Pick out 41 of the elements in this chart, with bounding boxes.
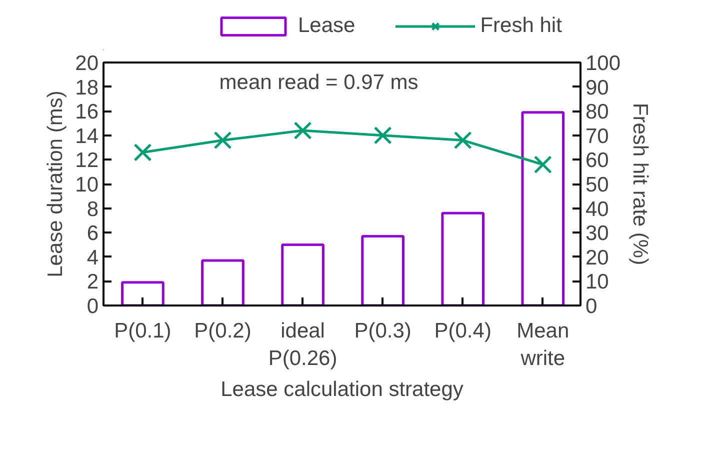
y2-tick-label: 90: [586, 76, 609, 100]
point: [374, 126, 392, 144]
point: [454, 131, 472, 150]
y2-tick-label: 20: [586, 246, 609, 270]
x-tick-label: ideal P(0.26): [268, 320, 338, 370]
point: [214, 131, 232, 150]
y-axis-title: Lease duration (ms): [44, 90, 68, 278]
y-tick-label: 6: [86, 222, 99, 246]
legend-label: Lease: [298, 14, 356, 38]
y-tick-label: 0: [86, 295, 99, 318]
x-tick-label: P(0.3): [354, 320, 412, 342]
point: [134, 143, 152, 162]
point: [534, 156, 552, 174]
y2-tick-label: 30: [586, 222, 609, 246]
legend-label: Fresh hit: [480, 14, 562, 38]
y2-tick-label: 60: [586, 149, 609, 172]
y-tick-label: 18: [75, 76, 98, 100]
x-tick-label: P(0.4): [434, 320, 492, 342]
y2-tick-label: 80: [586, 100, 609, 124]
point: [294, 122, 312, 140]
y-tick-label: 20: [75, 52, 98, 75]
y-tick-label: 14: [75, 124, 99, 148]
y-tick-label: 16: [75, 100, 98, 124]
y-tick-label: 2: [86, 270, 99, 294]
y-tick-label: 4: [86, 246, 99, 270]
y-tick-label: 8: [86, 198, 99, 221]
bar: [521, 111, 565, 306]
y-tick-label: 12: [75, 149, 98, 172]
y2-tick-label: 0: [586, 295, 598, 318]
y2-tick-label: 70: [586, 124, 609, 148]
y-tick-label: 10: [75, 174, 98, 196]
annotation: mean read = 0.97 ms: [219, 71, 418, 94]
y2-tick-label: 50: [586, 174, 609, 196]
x-tick-label: Mean write: [516, 320, 570, 370]
y2-tick-label: 10: [586, 270, 609, 294]
y2-tick-label: 100: [586, 52, 621, 75]
x-axis-title: Lease calculation strategy: [220, 378, 464, 402]
y2-tick-label: 40: [586, 198, 609, 221]
x-tick-label: P(0.2): [194, 320, 252, 342]
x-tick-label: P(0.1): [114, 320, 172, 342]
y2-axis-title: Fresh hit rate (%): [628, 102, 652, 266]
